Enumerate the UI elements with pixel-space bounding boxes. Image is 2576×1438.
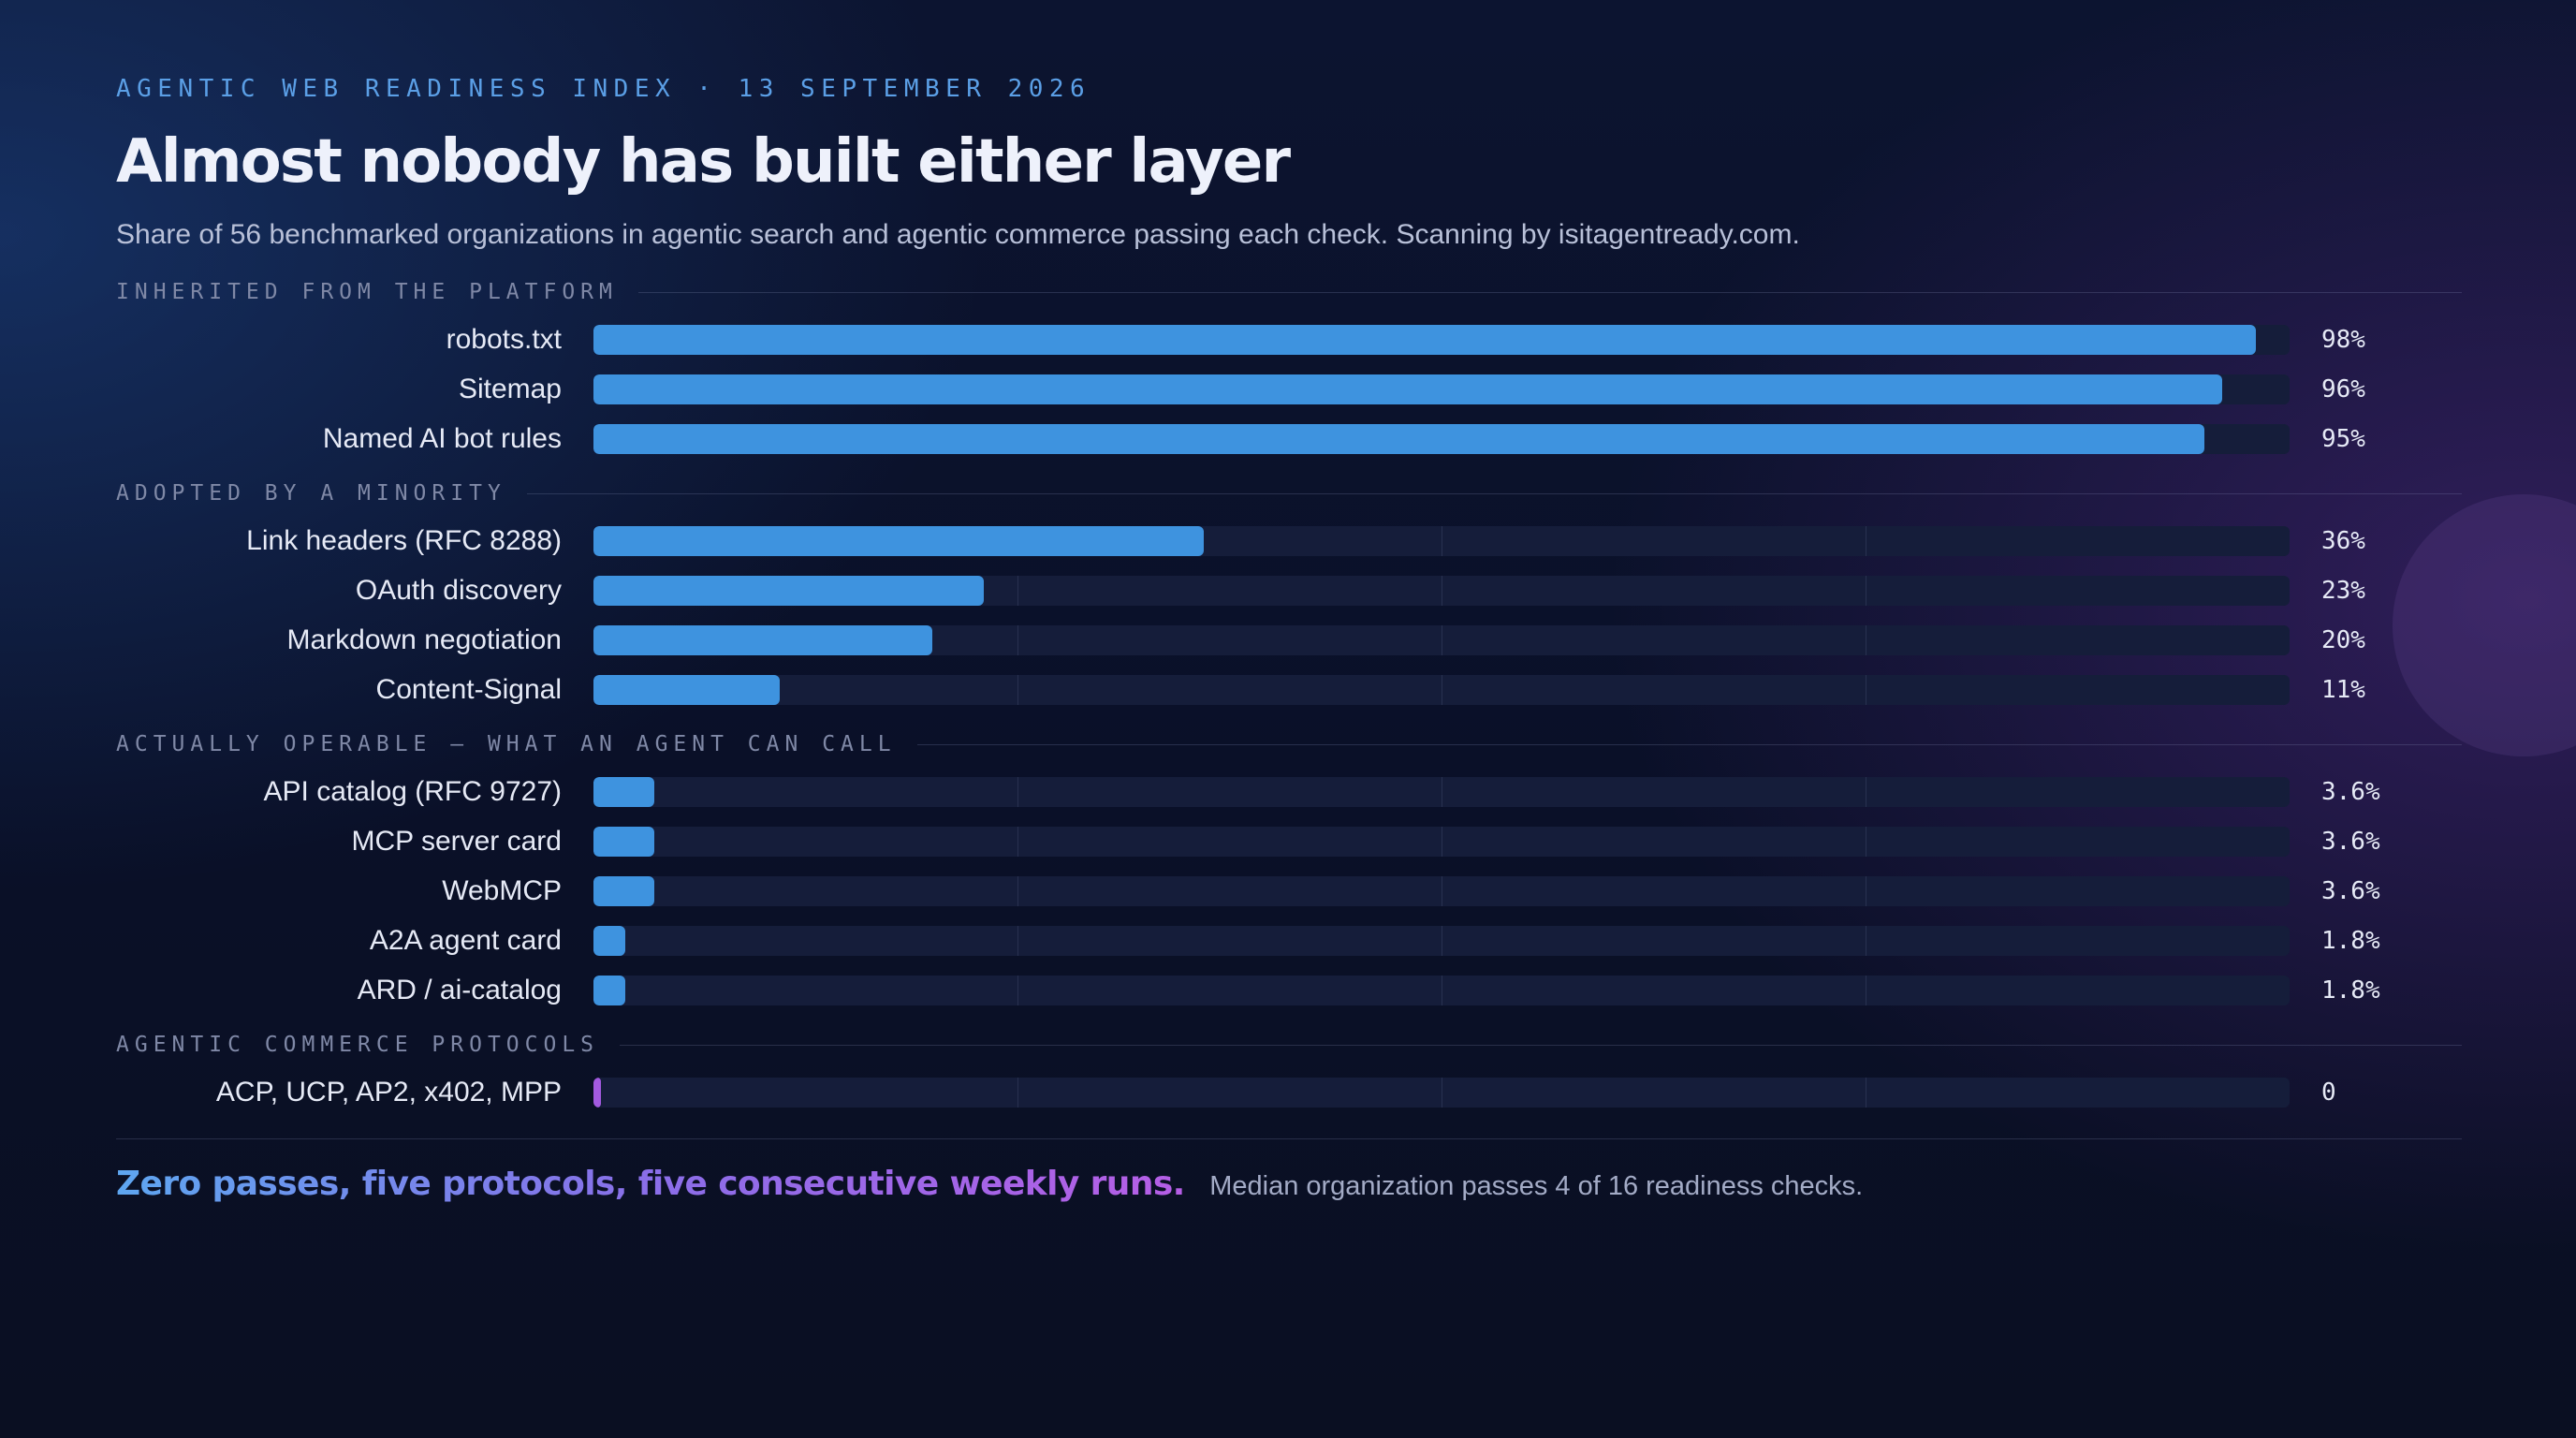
bar-row: Sitemap 96% [0, 373, 2576, 406]
value-label: 1.8% [2321, 927, 2380, 955]
value-label: 11% [2321, 676, 2365, 704]
grid-line [1017, 976, 1018, 1005]
bar [593, 827, 654, 857]
bar [593, 777, 654, 807]
bar-track [593, 424, 2290, 454]
bar [593, 424, 2204, 454]
bar [593, 926, 625, 956]
bar-row: A2A agent card 1.8% [0, 924, 2576, 958]
bar-label: A2A agent card [369, 925, 562, 956]
value-label: 98% [2321, 326, 2365, 354]
bar-label: OAuth discovery [355, 575, 562, 606]
bar-track [593, 374, 2290, 404]
section-label: AGENTIC COMMERCE PROTOCOLS [116, 1033, 600, 1057]
footer-headline: Zero passes, five protocols, five consec… [116, 1165, 1185, 1203]
footer: Zero passes, five protocols, five consec… [116, 1165, 1863, 1203]
section-divider [916, 743, 2462, 745]
bar-track [593, 777, 2290, 807]
bar [593, 374, 2222, 404]
value-label: 0 [2321, 1078, 2336, 1107]
footer-divider [116, 1138, 2462, 1139]
bar-track [593, 926, 2290, 956]
bar-track [593, 976, 2290, 1005]
value-label: 20% [2321, 626, 2365, 654]
value-label: 36% [2321, 527, 2365, 555]
bar-row: Content-Signal 11% [0, 673, 2576, 707]
chart-title: Almost nobody has built either layer [116, 127, 1291, 197]
bar-row: ARD / ai-catalog 1.8% [0, 974, 2576, 1007]
bar [593, 1078, 601, 1108]
value-label: 3.6% [2321, 877, 2380, 905]
bar-label: Sitemap [458, 374, 562, 404]
bar [593, 675, 780, 705]
section-divider [637, 291, 2462, 293]
section-header: ADOPTED BY A MINORITY [116, 481, 2462, 506]
section-label: INHERITED FROM THE PLATFORM [116, 280, 618, 304]
bar-track [593, 827, 2290, 857]
section-label: ACTUALLY OPERABLE — WHAT AN AGENT CAN CA… [116, 732, 897, 756]
footer-note: Median organization passes 4 of 16 readi… [1209, 1171, 1864, 1201]
bar-label: Named AI bot rules [322, 423, 562, 454]
bar-track [593, 576, 2290, 606]
bar-row: Markdown negotiation 20% [0, 624, 2576, 657]
bar [593, 976, 625, 1005]
bar-track [593, 1078, 2290, 1108]
bar-track [593, 325, 2290, 355]
grid-line [1017, 625, 1018, 655]
bar-row: WebMCP 3.6% [0, 874, 2576, 908]
value-label: 96% [2321, 375, 2365, 404]
section-header: ACTUALLY OPERABLE — WHAT AN AGENT CAN CA… [116, 732, 2462, 756]
grid-line [1017, 827, 1018, 857]
eyebrow-label: AGENTIC WEB READINESS INDEX · 13 SEPTEMB… [116, 75, 1091, 103]
bar-row: OAuth discovery 23% [0, 574, 2576, 608]
grid-line [1017, 926, 1018, 956]
bar [593, 625, 932, 655]
bar-row: API catalog (RFC 9727) 3.6% [0, 775, 2576, 809]
bar-label: API catalog (RFC 9727) [263, 776, 562, 807]
grid-line [1017, 576, 1018, 606]
grid-line [1017, 675, 1018, 705]
section-label: ADOPTED BY A MINORITY [116, 481, 506, 506]
section-divider [526, 492, 2462, 494]
bar-label: MCP server card [351, 826, 562, 857]
bar [593, 526, 1204, 556]
bar-label: Content-Signal [375, 674, 562, 705]
bar-label: Link headers (RFC 8288) [246, 525, 562, 556]
bar-row: ACP, UCP, AP2, x402, MPP 0 [0, 1076, 2576, 1109]
value-label: 1.8% [2321, 976, 2380, 1005]
bar-track [593, 675, 2290, 705]
value-label: 23% [2321, 577, 2365, 605]
section-header: AGENTIC COMMERCE PROTOCOLS [116, 1033, 2462, 1057]
bar-label: WebMCP [442, 875, 562, 906]
bar-label: ARD / ai-catalog [357, 975, 562, 1005]
section-header: INHERITED FROM THE PLATFORM [116, 280, 2462, 304]
bar-row: Link headers (RFC 8288) 36% [0, 524, 2576, 558]
bar-label: Markdown negotiation [286, 624, 562, 655]
bar [593, 576, 984, 606]
value-label: 3.6% [2321, 828, 2380, 856]
section-divider [620, 1044, 2462, 1046]
bar-track [593, 876, 2290, 906]
bar-row: MCP server card 3.6% [0, 825, 2576, 858]
grid-line [1017, 876, 1018, 906]
bar [593, 876, 654, 906]
bar-row: robots.txt 98% [0, 323, 2576, 357]
bar-track [593, 526, 2290, 556]
bar [593, 325, 2256, 355]
bar-row: Named AI bot rules 95% [0, 422, 2576, 456]
bar-label: robots.txt [446, 324, 562, 355]
grid-line [1017, 1078, 1018, 1108]
bar-track [593, 625, 2290, 655]
bar-label: ACP, UCP, AP2, x402, MPP [215, 1077, 562, 1108]
grid-line [1017, 777, 1018, 807]
value-label: 95% [2321, 425, 2365, 453]
chart-subtitle: Share of 56 benchmarked organizations in… [116, 219, 1800, 250]
value-label: 3.6% [2321, 778, 2380, 806]
